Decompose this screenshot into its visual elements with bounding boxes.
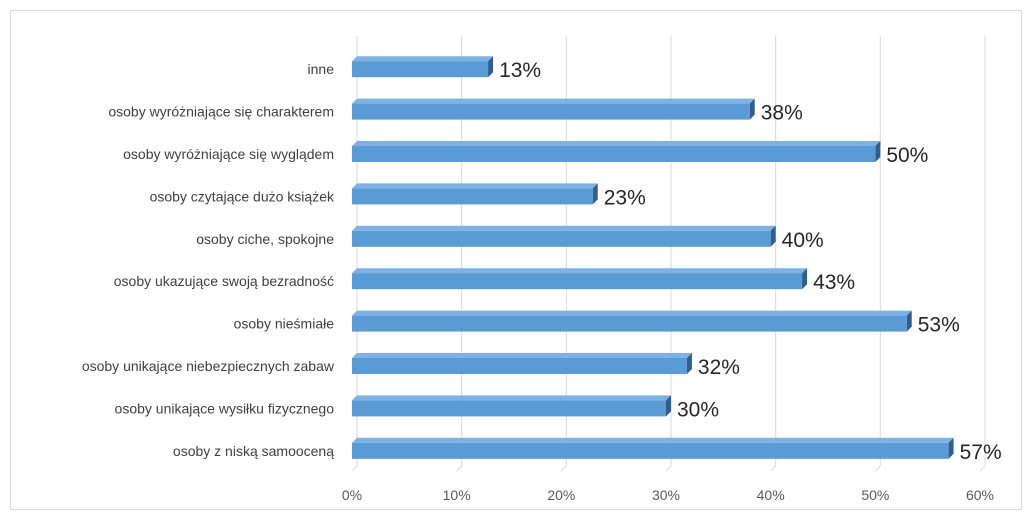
bar-front (352, 358, 687, 374)
bar-front (352, 103, 750, 120)
bar-side (749, 98, 755, 120)
x-tick-label: 20% (547, 487, 575, 503)
bar-front (352, 273, 803, 290)
bar-side (666, 395, 671, 417)
gridline-floor (770, 465, 777, 472)
data-label: 43% (813, 271, 855, 294)
data-label: 23% (604, 186, 646, 209)
gridline-floor (456, 465, 463, 472)
bar-top (352, 353, 692, 358)
bar-top (352, 395, 671, 401)
data-labels: 13% 38% 50% 23% 40% 43% 53% 32% 30% 57% (499, 59, 1002, 464)
gridline-floor (874, 465, 881, 472)
bar-side (488, 56, 494, 78)
x-tick-label: 30% (652, 487, 680, 503)
gridline-floor (979, 465, 986, 472)
category-label: osoby z niską samooceną (173, 443, 334, 459)
category-label: osoby wyróżniające się wyglądem (123, 146, 334, 162)
bar-top (352, 183, 598, 189)
bar (352, 56, 494, 78)
bar-front (352, 146, 876, 162)
category-label: osoby ciche, spokojne (196, 231, 334, 247)
bar-side (802, 268, 808, 290)
bar (352, 183, 598, 205)
bar-top (352, 268, 808, 274)
bar-front (352, 188, 593, 205)
bar-side (686, 353, 692, 374)
bar-side (770, 225, 776, 247)
bars (352, 56, 954, 459)
category-label: inne (308, 61, 335, 77)
bar-front (352, 61, 489, 78)
data-label: 53% (918, 314, 960, 337)
bar-top (352, 225, 776, 231)
data-label: 50% (886, 144, 928, 167)
bar-side (906, 310, 912, 332)
bar-side (592, 183, 598, 205)
bar-front (352, 442, 949, 459)
bar-front (352, 315, 907, 332)
bar-top (352, 98, 755, 104)
x-tick-label: 50% (861, 487, 889, 503)
bar-side (875, 141, 881, 162)
bar-front (352, 230, 771, 247)
x-tick-labels: 0% 10% 20% 30% 40% 50% 60% (342, 487, 994, 503)
x-tick-label: 10% (443, 487, 471, 503)
gridline-floor (560, 465, 567, 472)
category-label: osoby unikające wysiłku fizycznego (115, 400, 335, 416)
data-label: 40% (782, 229, 824, 252)
category-label: osoby unikające niebezpiecznych zabaw (82, 358, 335, 374)
bar-top (352, 141, 881, 146)
bar (352, 437, 954, 459)
bar-top (352, 437, 954, 443)
x-tick-label: 40% (757, 487, 785, 503)
bar-top (352, 310, 912, 316)
bar (352, 225, 776, 247)
gridline-floor (351, 465, 358, 472)
x-tick-label: 60% (966, 487, 994, 503)
gridline-floor (665, 465, 672, 472)
bar (352, 98, 755, 120)
category-labels: inne osoby wyróżniające się charakterem os… (82, 61, 335, 459)
bar (352, 141, 881, 162)
chart-frame (10, 10, 1022, 510)
bar (352, 353, 692, 374)
data-label: 13% (499, 59, 541, 82)
bar-top (352, 56, 494, 62)
bar (352, 395, 671, 417)
category-label: osoby wyróżniające się charakterem (108, 104, 334, 120)
bar-front (352, 400, 666, 417)
data-label: 32% (698, 356, 740, 379)
bar (352, 268, 808, 290)
data-label: 38% (761, 102, 803, 125)
data-label: 30% (677, 398, 719, 421)
category-label: osoby ukazujące swoją bezradność (114, 273, 334, 289)
bar (352, 310, 912, 332)
x-tick-label: 0% (342, 487, 362, 503)
category-label: osoby czytające dużo książek (150, 188, 335, 204)
category-label: osoby nieśmiałe (234, 316, 335, 332)
data-label: 57% (960, 441, 1002, 464)
bar-side (948, 437, 954, 459)
